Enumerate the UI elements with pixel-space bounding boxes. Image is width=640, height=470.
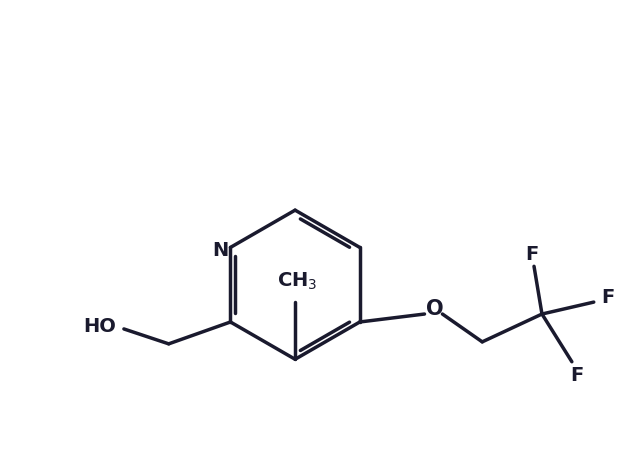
Text: O: O: [426, 299, 444, 319]
Text: F: F: [570, 366, 584, 385]
Text: F: F: [601, 288, 614, 306]
Text: N: N: [212, 241, 228, 260]
Text: HO: HO: [83, 317, 116, 337]
Text: F: F: [525, 245, 539, 264]
Text: CH$_3$: CH$_3$: [277, 270, 317, 292]
